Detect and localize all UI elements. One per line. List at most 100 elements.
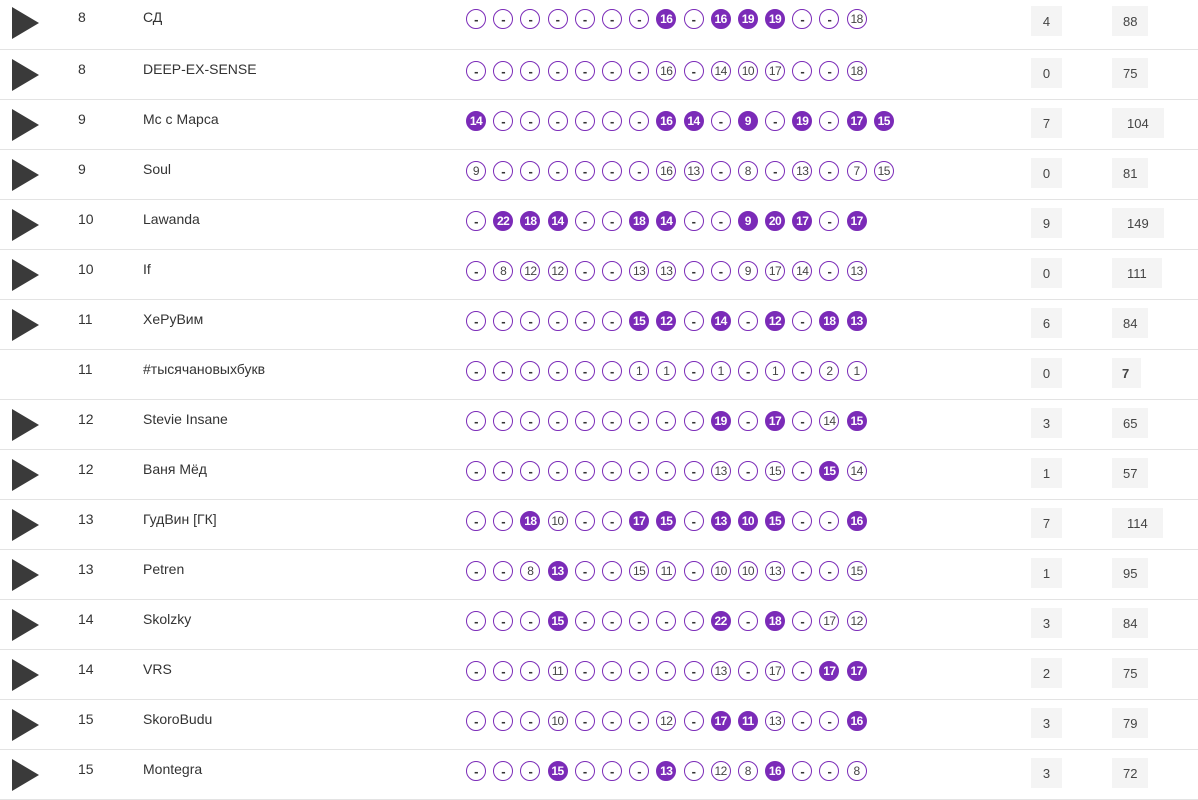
score-badge: 13 [547, 561, 568, 581]
wins-count: 9 [1031, 208, 1062, 238]
score-badge: - [520, 9, 541, 29]
score-badge: - [601, 711, 622, 731]
score-badge: 17 [765, 261, 786, 281]
score-badge: - [493, 611, 514, 631]
play-icon[interactable] [12, 109, 39, 141]
score-badge: 15 [629, 561, 650, 581]
score-badge: 15 [547, 761, 568, 781]
place-number: 10 [78, 211, 94, 227]
play-icon[interactable] [12, 409, 39, 441]
score-badge: - [629, 61, 650, 81]
score-badge: - [601, 311, 622, 331]
score-badge: - [629, 9, 650, 29]
play-icon[interactable] [12, 659, 39, 691]
play-icon[interactable] [12, 759, 39, 791]
score-badge: 15 [873, 161, 894, 181]
score-badge: 14 [710, 61, 731, 81]
participant-name: СД [143, 9, 163, 25]
score-badge: 18 [846, 61, 867, 81]
table-row: 14 VRS - - -11- - - - -13-17-17 17 2 75 [0, 650, 1198, 700]
score-badge: 14 [819, 411, 840, 431]
score-badge: - [520, 661, 541, 681]
score-badge: - [629, 411, 650, 431]
play-icon[interactable] [12, 59, 39, 91]
score-badge: - [601, 61, 622, 81]
score-badge: 18 [765, 611, 786, 631]
score-badge: - [683, 661, 704, 681]
participant-name: ГудВин [ГК] [143, 511, 217, 527]
round-scores: - - -15- - - - -22-18-17 12 [466, 611, 874, 631]
score-badge: - [792, 311, 813, 331]
score-badge: 20 [765, 211, 786, 231]
score-badge: - [710, 261, 731, 281]
wins-count: 6 [1031, 308, 1062, 338]
score-badge: - [656, 611, 677, 631]
participant-name: #тысячановыхбукв [143, 361, 266, 377]
place-number: 8 [78, 61, 86, 77]
score-badge: - [574, 461, 595, 481]
score-badge: - [683, 561, 704, 581]
round-scores: -22 18 14- -18 14- -9 20 17-17 [466, 211, 874, 231]
participant-name: DEEP-EX-SENSE [143, 61, 257, 77]
round-scores: 14- - - - - -16 14-9-19-17 15 [466, 111, 901, 131]
score-badge: 11 [547, 661, 568, 681]
play-icon[interactable] [12, 559, 39, 591]
table-row: 14 Skolzky - - -15- - - - -22-18-17 12 3 84 [0, 600, 1198, 650]
score-badge: - [493, 711, 514, 731]
play-icon[interactable] [12, 459, 39, 491]
table-row: 12 Ваня Мёд - - - - - - - - -13-15-15 14 1 57 [0, 450, 1198, 500]
score-badge: 1 [846, 361, 867, 381]
score-badge: 14 [792, 261, 813, 281]
play-icon[interactable] [12, 709, 39, 741]
wins-count: 3 [1031, 408, 1062, 438]
score-badge: - [547, 61, 568, 81]
score-badge: - [819, 761, 840, 781]
score-badge: 17 [765, 61, 786, 81]
score-badge: - [737, 611, 758, 631]
score-badge: - [493, 561, 514, 581]
round-scores: 9- - - - - -16 13-8-13-7 15 [466, 161, 901, 181]
total-score: 57 [1112, 458, 1149, 488]
score-badge: - [520, 161, 541, 181]
score-badge: - [601, 511, 622, 531]
score-badge: 7 [846, 161, 867, 181]
score-badge: - [466, 9, 486, 29]
place-number: 15 [78, 711, 94, 727]
score-badge: 19 [737, 9, 758, 29]
score-badge: - [601, 9, 622, 29]
score-badge: - [466, 461, 486, 481]
place-number: 12 [78, 411, 94, 427]
play-icon[interactable] [12, 209, 39, 241]
score-badge: - [601, 461, 622, 481]
score-badge: 17 [792, 211, 813, 231]
score-badge: 17 [629, 511, 650, 531]
score-badge: 17 [765, 661, 786, 681]
score-badge: - [819, 161, 840, 181]
table-row: 11 ХеРуВим - - - - - -15 12-14-12-18 13 6 84 [0, 300, 1198, 350]
score-badge: - [493, 9, 514, 29]
score-badge: - [493, 111, 514, 131]
total-score: 75 [1112, 58, 1149, 88]
play-icon[interactable] [12, 259, 39, 291]
play-icon[interactable] [12, 309, 39, 341]
score-badge: 16 [656, 61, 677, 81]
play-icon[interactable] [12, 159, 39, 191]
score-badge: 13 [629, 261, 650, 281]
play-icon[interactable] [12, 7, 39, 39]
score-badge: 8 [493, 261, 514, 281]
play-icon[interactable] [12, 509, 39, 541]
score-badge: - [547, 111, 568, 131]
score-badge: 15 [765, 511, 786, 531]
play-icon[interactable] [12, 609, 39, 641]
score-badge: - [683, 61, 704, 81]
total-score: 65 [1112, 408, 1149, 438]
score-badge: - [601, 261, 622, 281]
score-badge: - [601, 561, 622, 581]
score-badge: 16 [765, 761, 786, 781]
score-badge: - [574, 111, 595, 131]
score-badge: - [683, 761, 704, 781]
score-badge: - [520, 361, 541, 381]
round-scores: - - -15- - -13-12 8 16- -8 [466, 761, 874, 781]
score-badge: 18 [846, 9, 867, 29]
score-badge: - [574, 761, 595, 781]
